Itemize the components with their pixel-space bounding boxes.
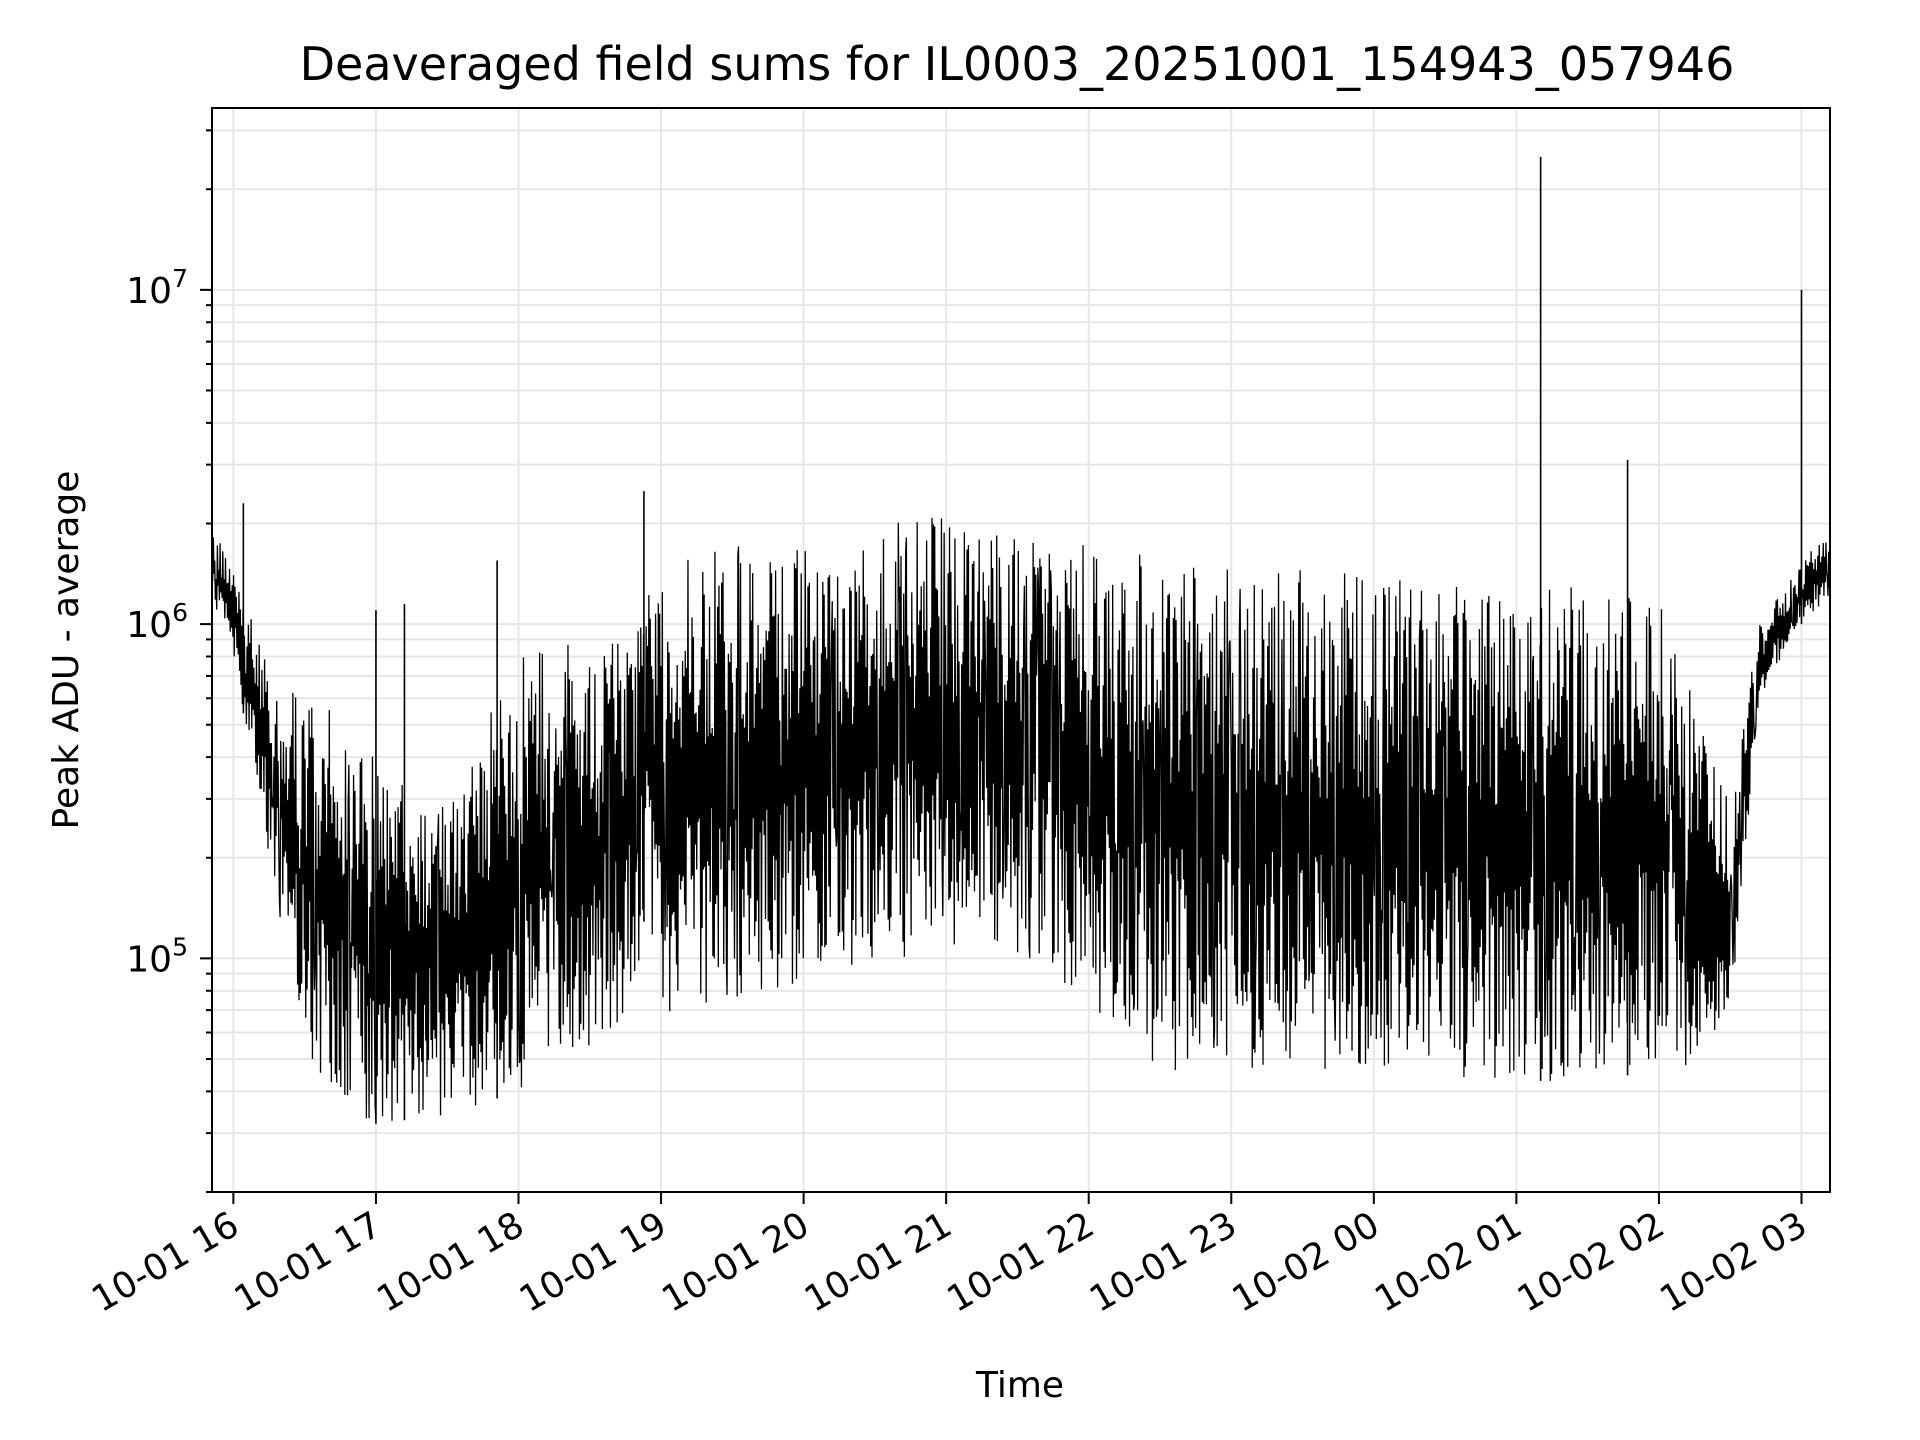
y-tick-label-exponent: 5 (172, 932, 188, 961)
y-tick-label: 106 (126, 598, 188, 646)
y-tick-label-exponent: 7 (172, 264, 188, 293)
plot-area-frame (211, 107, 1831, 1193)
y-tick-label: 107 (126, 264, 188, 312)
axis-ticks (200, 129, 1803, 1204)
y-tick-label: 105 (126, 932, 188, 980)
y-tick-label-exponent: 6 (172, 598, 188, 627)
y-axis-label: Peak ADU - average (46, 471, 87, 830)
y-tick-label-base: 10 (126, 939, 172, 980)
series-line-peak-adu (211, 156, 1831, 1124)
y-tick-label-base: 10 (126, 271, 172, 312)
y-tick-label-base: 10 (126, 605, 172, 646)
x-axis-label: Time (975, 1365, 1064, 1406)
series-trace (211, 517, 1831, 1121)
chart-title: Deaveraged field sums for IL0003_2025100… (300, 37, 1735, 91)
